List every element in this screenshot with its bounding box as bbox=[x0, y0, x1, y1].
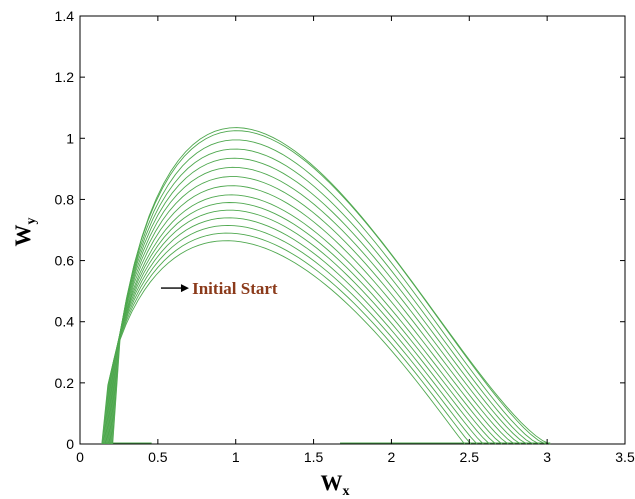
series-curves bbox=[101, 127, 551, 445]
series-line bbox=[109, 148, 534, 445]
x-tick-label: 0.5 bbox=[148, 449, 168, 465]
x-axis-ticks: 0 0.5 1 1.5 2 2.5 3 3.5 bbox=[76, 16, 635, 465]
series-line bbox=[104, 209, 490, 445]
y-axis-label: Wy bbox=[10, 218, 39, 247]
x-tick-label: 1 bbox=[232, 449, 240, 465]
annotation: Initial Start bbox=[160, 279, 278, 298]
series-line bbox=[111, 130, 546, 445]
y-tick-label: 0.4 bbox=[55, 314, 75, 330]
y-tick-label: 1 bbox=[66, 130, 74, 146]
x-tick-label: 3 bbox=[543, 449, 551, 465]
x-tick-label: 2 bbox=[388, 449, 396, 465]
y-axis-label-sub: y bbox=[24, 218, 39, 225]
y-tick-label: 1.4 bbox=[55, 8, 75, 24]
series-line bbox=[103, 217, 484, 445]
series-line bbox=[105, 202, 497, 445]
series-line bbox=[102, 224, 478, 445]
y-tick-label: 0.8 bbox=[55, 191, 75, 207]
series-line bbox=[110, 139, 540, 445]
series-line bbox=[112, 127, 551, 445]
plot-frame bbox=[79, 15, 626, 445]
series-line bbox=[108, 166, 521, 445]
series-line bbox=[102, 232, 472, 445]
series-line bbox=[109, 157, 528, 445]
x-axis-label-sub: x bbox=[343, 484, 350, 499]
x-tick-label: 0 bbox=[76, 449, 84, 465]
x-axis-label: Wx bbox=[321, 470, 350, 499]
annotation-arrow-head bbox=[180, 284, 189, 293]
annotation-text: Initial Start bbox=[192, 279, 278, 298]
x-tick-label: 2.5 bbox=[460, 449, 480, 465]
x-tick-label: 1.5 bbox=[304, 449, 324, 465]
y-tick-label: 0 bbox=[66, 436, 74, 452]
y-tick-label: 1.2 bbox=[55, 69, 75, 85]
x-axis-label-main: W bbox=[321, 470, 343, 495]
y-axis-ticks: 0 0.2 0.4 0.6 0.8 1 1.2 1.4 bbox=[55, 8, 625, 452]
y-tick-label: 0.2 bbox=[55, 375, 75, 391]
series-line bbox=[101, 240, 465, 445]
series-line bbox=[106, 185, 509, 445]
y-axis-label-main: W bbox=[10, 225, 35, 247]
x-tick-label: 3.5 bbox=[615, 449, 635, 465]
y-tick-label: 0.6 bbox=[55, 253, 75, 269]
series-line bbox=[107, 176, 515, 445]
series-line bbox=[106, 194, 503, 445]
